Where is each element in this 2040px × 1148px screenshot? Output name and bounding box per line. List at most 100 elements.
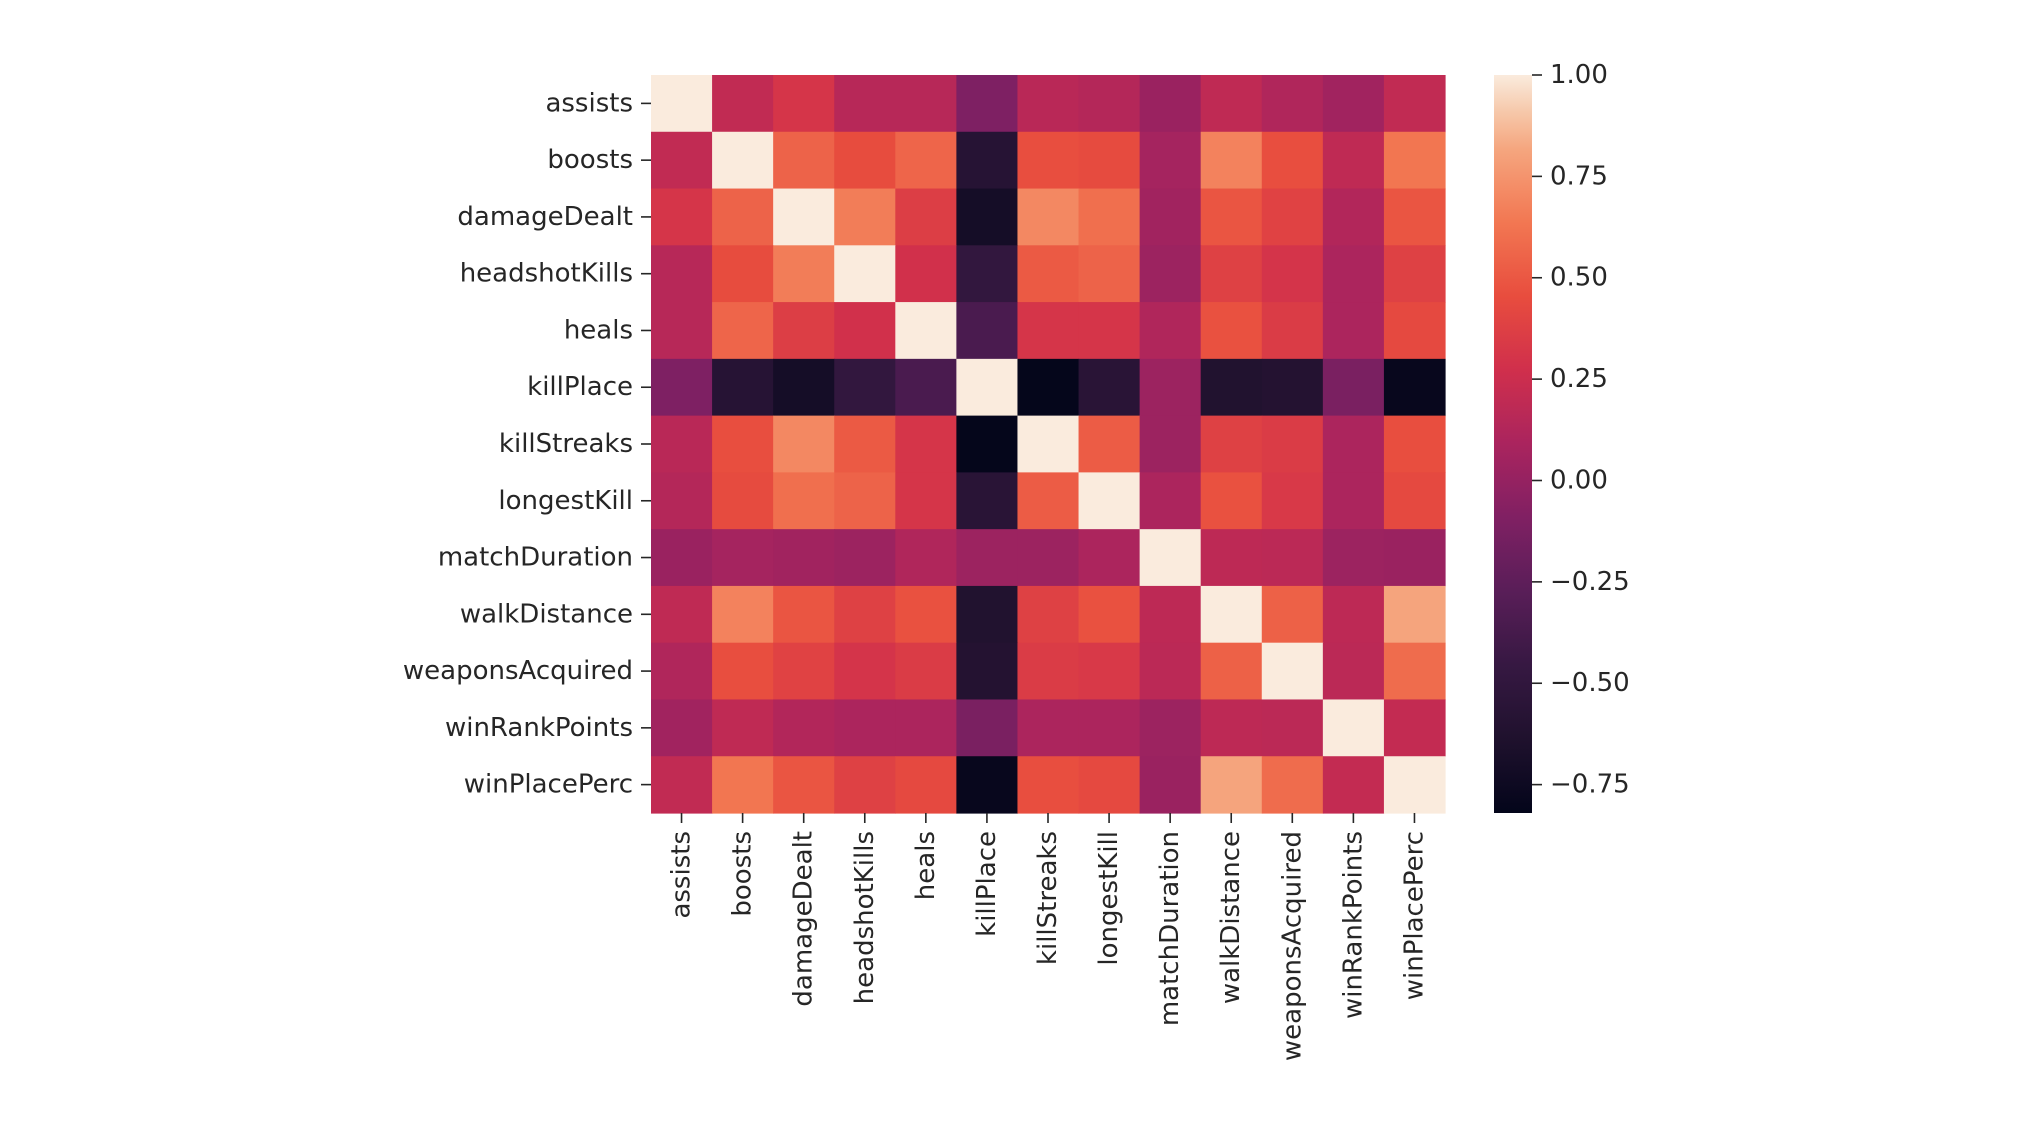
heatmap-cell-walkDistance-winPlacePerc [1383, 585, 1446, 644]
heatmap-cell-heals-matchDuration [1139, 302, 1202, 360]
heatmap-cell-assists-longestKill [1078, 75, 1141, 133]
heatmap-cell-headshotKills-killStreaks [1017, 245, 1080, 303]
heatmap-cell-killPlace-damageDealt [773, 358, 835, 417]
heatmap-cell-weaponsAcquired-headshotKills [834, 642, 896, 701]
heatmap-cell-killStreaks-headshotKills [834, 415, 896, 473]
heatmap-cell-killPlace-assists [651, 358, 713, 417]
heatmap-cell-headshotKills-longestKill [1078, 245, 1141, 303]
heatmap-cell-assists-damageDealt [773, 75, 835, 133]
heatmap-cell-killStreaks-killPlace [956, 415, 1019, 473]
colorbar-tick-label: −0.75 [1550, 770, 1630, 800]
heatmap-cell-damageDealt-assists [651, 188, 713, 246]
heatmap-cell-winRankPoints-killStreaks [1017, 699, 1080, 757]
heatmap-cell-headshotKills-headshotKills [834, 245, 896, 303]
heatmap-cell-winPlacePerc-killStreaks [1017, 756, 1080, 814]
heatmap-cell-longestKill-killStreaks [1017, 472, 1080, 530]
heatmap-cell-longestKill-boosts [712, 472, 774, 530]
heatmap-cell-damageDealt-winRankPoints [1322, 188, 1385, 246]
heatmap-cell-matchDuration-headshotKills [834, 529, 896, 587]
y-tick-label: headshotKills [460, 259, 633, 289]
heatmap-cell-matchDuration-heals [895, 529, 957, 587]
heatmap-cell-boosts-longestKill [1078, 131, 1141, 190]
heatmap-cell-killPlace-longestKill [1078, 358, 1141, 417]
heatmap-cell-winPlacePerc-heals [895, 756, 957, 814]
heatmap-cell-winRankPoints-longestKill [1078, 699, 1141, 757]
colorbar-tick-label: 0.25 [1550, 364, 1608, 394]
heatmap-cell-boosts-damageDealt [773, 131, 835, 190]
heatmap-cell-headshotKills-boosts [712, 245, 774, 303]
heatmap-cell-assists-headshotKills [834, 75, 896, 133]
y-tick-label: boosts [547, 145, 633, 175]
heatmap-cell-heals-assists [651, 302, 713, 360]
heatmap-cell-heals-boosts [712, 302, 774, 360]
heatmap-cell-assists-heals [895, 75, 957, 133]
heatmap-cell-winRankPoints-weaponsAcquired [1261, 699, 1324, 757]
heatmap-cell-damageDealt-matchDuration [1139, 188, 1202, 246]
x-tick-label: walkDistance [1216, 831, 1246, 1004]
y-tick-label: longestKill [498, 486, 633, 516]
heatmap-cell-winPlacePerc-killPlace [956, 756, 1019, 814]
y-tick-label: assists [545, 88, 633, 118]
heatmap-cell-winPlacePerc-weaponsAcquired [1261, 756, 1324, 814]
heatmap-cell-longestKill-weaponsAcquired [1261, 472, 1324, 530]
heatmap-cell-winPlacePerc-winRankPoints [1322, 756, 1385, 814]
heatmap-cell-winRankPoints-boosts [712, 699, 774, 757]
y-axis: assists boosts damageDealt headshotKills hea… [403, 88, 651, 800]
heatmap-cell-winRankPoints-winRankPoints [1322, 699, 1385, 757]
heatmap-cell-boosts-headshotKills [834, 131, 896, 190]
x-tick-label: killStreaks [1033, 831, 1063, 965]
heatmap-cell-weaponsAcquired-winPlacePerc [1383, 642, 1446, 701]
heatmap-cell-killPlace-matchDuration [1139, 358, 1202, 417]
heatmap-cell-winPlacePerc-headshotKills [834, 756, 896, 814]
heatmap-cell-longestKill-winPlacePerc [1383, 472, 1446, 530]
heatmap-cell-longestKill-matchDuration [1139, 472, 1202, 530]
heatmap-cell-heals-killStreaks [1017, 302, 1080, 360]
heatmap-cell-walkDistance-headshotKills [834, 585, 896, 644]
x-tick-label: matchDuration [1155, 831, 1185, 1026]
heatmap-cell-headshotKills-heals [895, 245, 957, 303]
heatmap-cell-killStreaks-boosts [712, 415, 774, 473]
heatmap-cell-boosts-winPlacePerc [1383, 131, 1446, 190]
heatmap-cell-boosts-matchDuration [1139, 131, 1202, 190]
heatmap-cell-assists-boosts [712, 75, 774, 133]
heatmap-cell-damageDealt-weaponsAcquired [1261, 188, 1324, 246]
x-tick-label: killPlace [972, 831, 1002, 937]
heatmap-cell-damageDealt-heals [895, 188, 957, 246]
heatmap-cell-heals-heals [895, 302, 957, 360]
colorbar-tick-label: 1.00 [1550, 60, 1608, 90]
heatmap-cell-winPlacePerc-assists [651, 756, 713, 814]
y-tick-label: weaponsAcquired [403, 656, 633, 686]
heatmap-cell-longestKill-assists [651, 472, 713, 530]
heatmap-cell-matchDuration-longestKill [1078, 529, 1141, 587]
heatmap-cell-headshotKills-killPlace [956, 245, 1019, 303]
heatmap-cell-walkDistance-boosts [712, 585, 774, 644]
colorbar-tick-label: −0.25 [1550, 567, 1630, 597]
heatmap-cell-longestKill-killPlace [956, 472, 1019, 530]
heatmap-cell-killStreaks-killStreaks [1017, 415, 1080, 473]
heatmap-cell-damageDealt-winPlacePerc [1383, 188, 1446, 246]
heatmap-cell-winPlacePerc-damageDealt [773, 756, 835, 814]
x-tick-label: winRankPoints [1338, 831, 1368, 1019]
heatmap-cell-heals-winPlacePerc [1383, 302, 1446, 360]
heatmap-cell-matchDuration-walkDistance [1200, 529, 1263, 587]
heatmap-cell-killStreaks-heals [895, 415, 957, 473]
colorbar-tick-label: −0.50 [1550, 668, 1630, 698]
heatmap-cell-boosts-weaponsAcquired [1261, 131, 1324, 190]
colorbar-tick-label: 0.50 [1550, 263, 1608, 293]
colorbar-tick-label: 0.00 [1550, 465, 1608, 495]
heatmap-cell-killStreaks-weaponsAcquired [1261, 415, 1324, 473]
heatmap-cell-assists-walkDistance [1200, 75, 1263, 133]
heatmap-cell-walkDistance-killPlace [956, 585, 1019, 644]
heatmap-cell-matchDuration-winPlacePerc [1383, 529, 1446, 587]
heatmap-cell-longestKill-damageDealt [773, 472, 835, 530]
heatmap-cell-winRankPoints-winPlacePerc [1383, 699, 1446, 757]
heatmap-cell-killStreaks-assists [651, 415, 713, 473]
heatmap-cell-headshotKills-assists [651, 245, 713, 303]
heatmap-cell-killStreaks-winPlacePerc [1383, 415, 1446, 473]
heatmap-cells [651, 75, 1446, 814]
heatmap-cell-heals-longestKill [1078, 302, 1141, 360]
heatmap-cell-winRankPoints-walkDistance [1200, 699, 1263, 757]
heatmap-cell-boosts-boosts [712, 131, 774, 190]
heatmap-cell-killPlace-winPlacePerc [1383, 358, 1446, 417]
